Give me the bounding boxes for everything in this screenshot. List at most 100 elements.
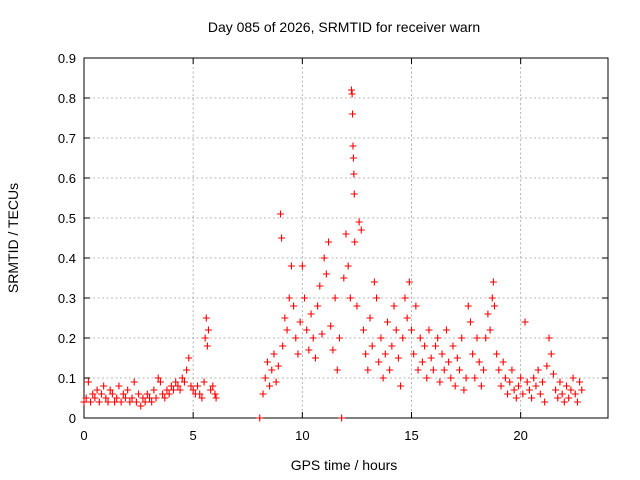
data-point	[322, 270, 330, 278]
data-point	[484, 310, 492, 318]
data-point	[137, 402, 145, 410]
data-point	[292, 334, 300, 342]
data-point	[207, 386, 215, 394]
data-point	[355, 218, 363, 226]
data-point	[180, 378, 188, 386]
y-tick-label: 0.4	[58, 251, 76, 266]
data-point	[318, 330, 326, 338]
data-point	[161, 394, 169, 402]
data-point	[204, 326, 212, 334]
data-point	[256, 414, 264, 422]
data-point	[453, 354, 461, 362]
data-point	[362, 350, 370, 358]
y-axis-label: SRMTID / TECUs	[5, 183, 21, 293]
data-point	[106, 386, 114, 394]
data-point	[305, 346, 313, 354]
y-tick-label: 0	[69, 411, 76, 426]
data-point	[405, 278, 413, 286]
data-point	[349, 142, 357, 150]
data-point	[560, 398, 568, 406]
data-point	[514, 382, 522, 390]
data-point	[277, 210, 284, 218]
data-point	[311, 354, 319, 362]
data-point	[495, 366, 503, 374]
data-point	[294, 350, 302, 358]
data-point	[565, 394, 573, 402]
data-point	[499, 358, 507, 366]
data-point	[263, 358, 271, 366]
chart-title: Day 085 of 2026, SRMTID for receiver war…	[208, 19, 480, 35]
data-point	[375, 358, 383, 366]
data-point	[283, 326, 291, 334]
data-point	[368, 342, 376, 350]
data-point	[159, 390, 167, 398]
x-tick-label: 10	[295, 428, 309, 443]
data-point	[338, 414, 346, 422]
data-point	[397, 382, 405, 390]
data-point	[346, 294, 354, 302]
data-point	[183, 366, 191, 374]
data-point	[390, 302, 398, 310]
data-point	[279, 342, 287, 350]
data-point	[543, 362, 551, 370]
data-point	[143, 390, 151, 398]
data-point	[115, 382, 123, 390]
data-point	[141, 398, 149, 406]
data-point	[469, 350, 477, 358]
data-point	[536, 390, 544, 398]
data-point	[342, 230, 350, 238]
data-point	[519, 390, 527, 398]
data-point	[189, 386, 197, 394]
data-point	[508, 366, 516, 374]
data-point	[554, 394, 562, 402]
data-point	[335, 334, 343, 342]
data-point	[534, 366, 542, 374]
data-point	[200, 378, 208, 386]
data-point	[412, 302, 420, 310]
data-point	[270, 350, 278, 358]
data-point	[119, 390, 127, 398]
data-point	[89, 390, 97, 398]
data-point	[381, 350, 389, 358]
data-point	[113, 394, 121, 402]
data-point	[121, 394, 129, 402]
plot-frame	[83, 57, 609, 419]
data-point	[488, 294, 496, 302]
data-point	[528, 394, 536, 402]
data-point	[296, 318, 304, 326]
data-point	[558, 390, 566, 398]
data-point	[541, 398, 549, 406]
data-point	[442, 326, 450, 334]
data-point	[517, 374, 525, 382]
data-point	[573, 398, 581, 406]
data-point	[211, 390, 219, 398]
data-point	[547, 350, 555, 358]
data-point	[539, 378, 546, 386]
data-points	[80, 86, 586, 422]
data-point	[281, 314, 289, 322]
data-point	[447, 374, 455, 382]
data-point	[490, 302, 498, 310]
data-point	[259, 390, 267, 398]
data-point	[458, 334, 466, 342]
data-point	[316, 282, 324, 290]
data-point	[556, 378, 564, 386]
data-point	[261, 374, 269, 382]
data-point	[532, 382, 540, 390]
data-point	[373, 294, 381, 302]
data-point	[100, 382, 108, 390]
data-point	[383, 318, 391, 326]
data-point	[290, 302, 298, 310]
x-tick-label: 0	[80, 428, 87, 443]
data-point	[350, 170, 358, 178]
data-point	[139, 394, 147, 402]
data-point	[349, 154, 357, 162]
data-point	[445, 358, 453, 366]
data-point	[108, 390, 116, 398]
data-point	[274, 362, 282, 370]
data-point	[438, 350, 446, 358]
data-point	[187, 382, 195, 390]
data-point	[309, 334, 317, 342]
data-point	[364, 366, 372, 374]
data-point	[489, 278, 497, 286]
